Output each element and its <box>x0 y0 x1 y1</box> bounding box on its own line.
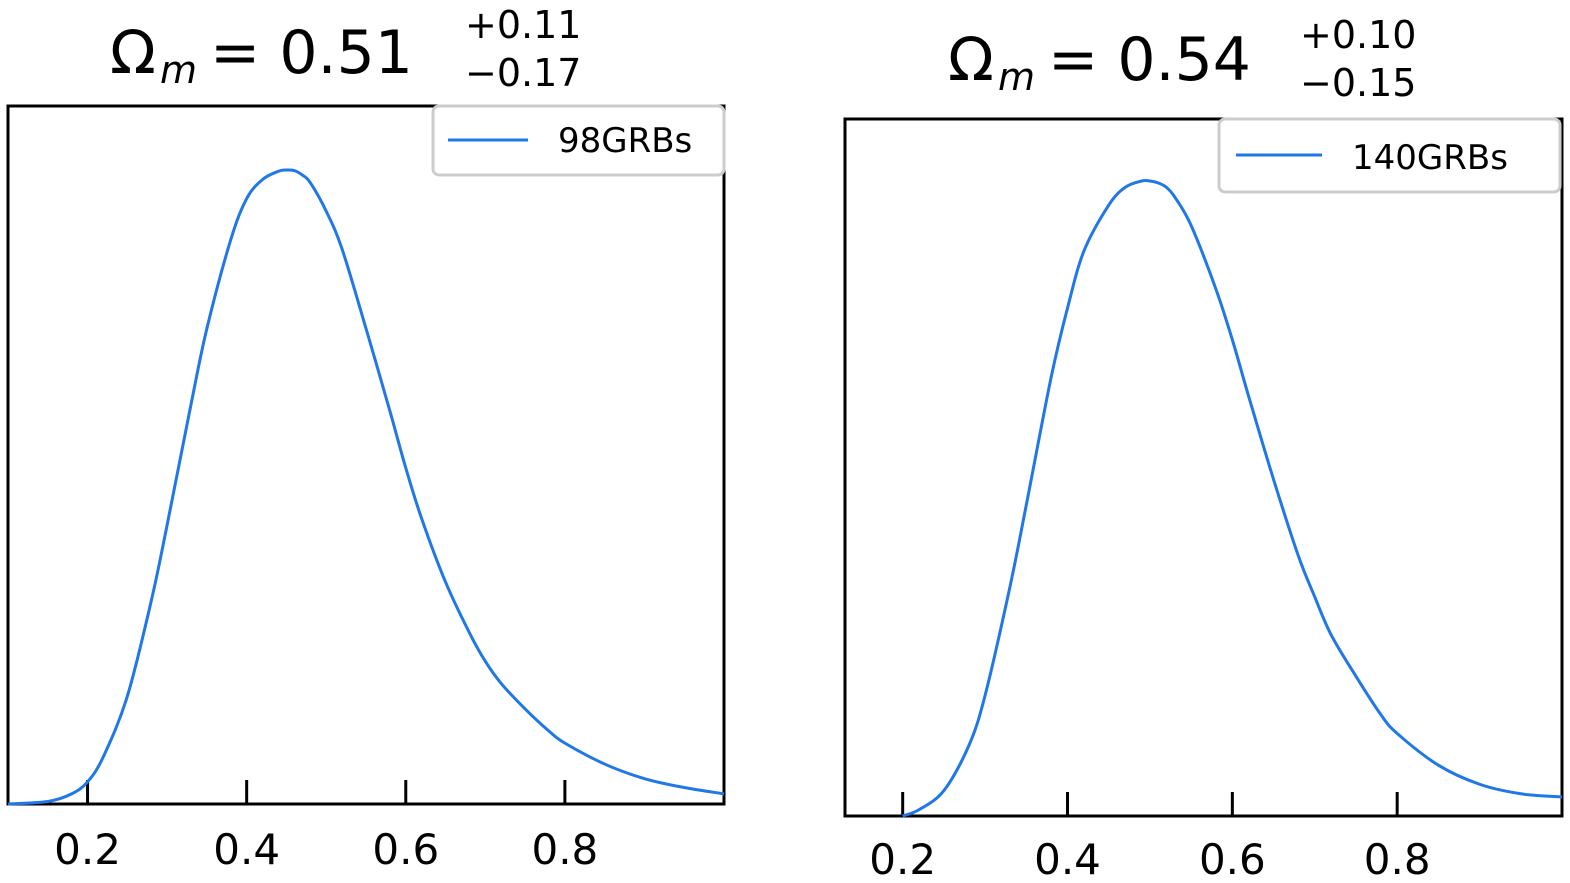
panel-right-xtick-label-3: 0.8 <box>1364 835 1431 883</box>
panel-right-xtick-label-1: 0.4 <box>1034 835 1101 883</box>
panel-right-title-value: = 0.54 <box>1048 25 1251 95</box>
panel-right-xtick-label-2: 0.6 <box>1199 835 1266 883</box>
panel-left-xtick-label-1: 0.4 <box>213 825 280 874</box>
panel-right-legend-box <box>1217 117 1562 194</box>
panel-right-xtick-label-0: 0.2 <box>869 835 936 883</box>
panel-right-xaxis: 0.2 0.4 0.6 0.8 <box>869 792 1431 883</box>
panel-right-legend-label: 140GRBs <box>1352 138 1508 178</box>
panel-right-title-upper: +0.10 <box>1300 13 1416 57</box>
panel-right: Ω m = 0.54 +0.10 −0.15 0.2 0.4 0.6 0.8 140G… <box>843 13 1564 883</box>
panel-left: Ω m = 0.51 +0.11 −0.17 0.2 0.4 0.6 0.8 98GR… <box>6 3 726 874</box>
panel-left-legend-box <box>431 104 726 177</box>
panel-left-xaxis: 0.2 0.4 0.6 0.8 <box>54 780 598 874</box>
panel-left-xtick-label-2: 0.6 <box>372 825 439 874</box>
panel-left-title-subscript: m <box>160 48 197 92</box>
panel-right-frame <box>843 117 1564 818</box>
panel-left-title: Ω m = 0.51 +0.11 −0.17 <box>110 3 581 95</box>
panel-left-series-98grbs-line <box>7 168 725 806</box>
panel-right-series-140grbs-line <box>902 178 1563 818</box>
panel-left-frame <box>6 104 726 806</box>
panel-right-title-symbol: Ω <box>948 25 994 95</box>
panel-left-title-lower: −0.17 <box>465 51 581 95</box>
panel-right-legend: 140GRBs <box>1217 117 1562 194</box>
panel-left-title-upper: +0.11 <box>465 3 581 47</box>
panel-left-xtick-label-3: 0.8 <box>531 825 598 874</box>
panel-right-title-lower: −0.15 <box>1300 61 1416 105</box>
panel-left-xtick-label-0: 0.2 <box>54 825 121 874</box>
panel-left-legend-label: 98GRBs <box>558 121 692 161</box>
panel-left-title-symbol: Ω <box>110 18 156 88</box>
panel-left-title-value: = 0.51 <box>210 18 413 88</box>
panel-left-legend: 98GRBs <box>431 104 726 177</box>
panel-right-title-subscript: m <box>998 55 1035 99</box>
panel-right-title: Ω m = 0.54 +0.10 −0.15 <box>948 13 1416 105</box>
